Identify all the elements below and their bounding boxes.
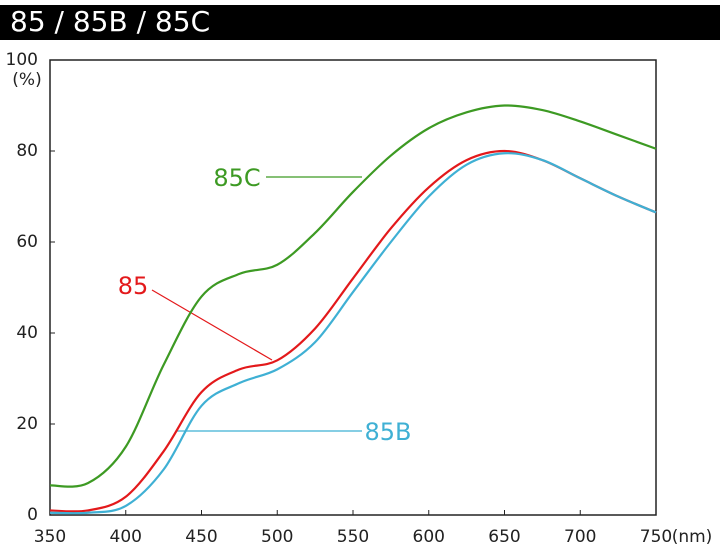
title-bar [0,5,720,40]
y-tick-label: 20 [16,414,38,434]
annotation: 85 [118,272,149,300]
x-tick-label: 600 [413,527,445,547]
y-tick-label: 100 [6,50,38,70]
x-tick-label: 450 [185,527,217,547]
leader-line [151,289,273,361]
data-line [49,104,657,488]
y-tick-label: 60 [16,232,38,252]
annotation: 85B [364,418,411,446]
chart-title: 85 / 85B / 85C [10,5,210,38]
x-axis-label: (nm) [672,527,713,547]
y-tick-label: 40 [16,323,38,343]
x-tick-label: 700 [564,527,596,547]
y-tick-label: 0 [27,505,38,525]
x-tick-label: 500 [261,527,293,547]
x-tick-label: 650 [488,527,520,547]
annotation: 85C [213,164,260,192]
data-line [49,152,657,515]
x-tick-label: 400 [110,527,142,547]
x-tick-label: 350 [34,527,66,547]
y-tick-label: 80 [16,141,38,161]
x-tick-label: 550 [337,527,369,547]
y-axis-label: (%) [12,70,41,90]
x-tick-label: 750 [640,527,672,547]
data-line [49,149,657,513]
